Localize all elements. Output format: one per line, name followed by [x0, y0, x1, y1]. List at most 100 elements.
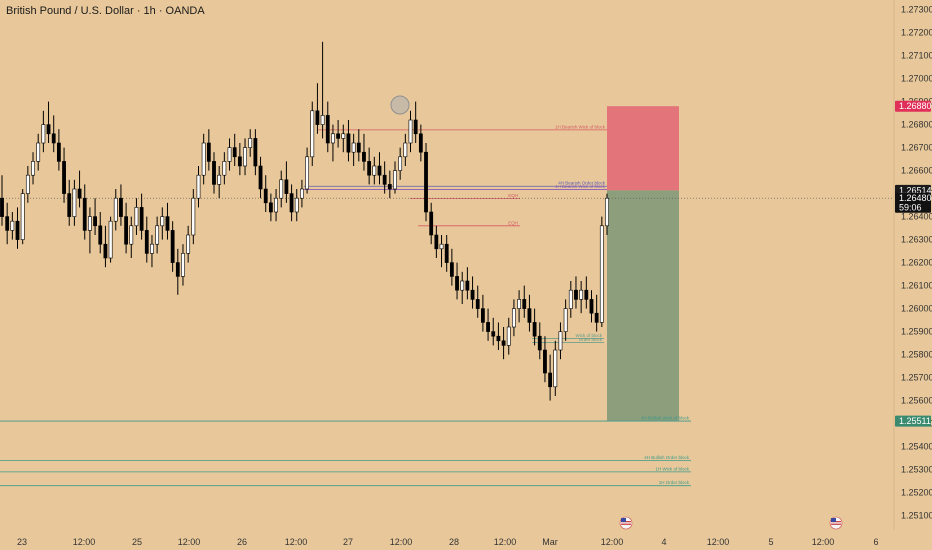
candle[interactable] — [331, 124, 335, 162]
candle[interactable] — [134, 198, 139, 235]
candle[interactable] — [424, 143, 428, 222]
candle[interactable] — [98, 212, 103, 254]
candle[interactable] — [72, 179, 77, 226]
candle[interactable] — [222, 152, 227, 185]
candle[interactable] — [243, 138, 247, 176]
candle[interactable] — [284, 161, 289, 203]
candle[interactable] — [434, 225, 439, 258]
candle[interactable] — [274, 189, 278, 222]
candle[interactable] — [418, 124, 423, 162]
candle[interactable] — [548, 354, 553, 401]
candle[interactable] — [377, 152, 382, 185]
candle[interactable] — [300, 179, 304, 208]
candle[interactable] — [217, 166, 222, 199]
candle[interactable] — [465, 267, 470, 300]
candle[interactable] — [155, 216, 160, 254]
candle[interactable] — [496, 322, 501, 350]
candle[interactable] — [584, 276, 589, 309]
candle[interactable] — [212, 152, 216, 194]
candle[interactable] — [589, 290, 594, 323]
candle[interactable] — [305, 147, 309, 194]
candle[interactable] — [129, 216, 134, 258]
candle[interactable] — [56, 129, 61, 171]
candle[interactable] — [393, 161, 397, 194]
candle[interactable] — [336, 120, 341, 148]
candle[interactable] — [0, 175, 4, 226]
candle[interactable] — [51, 115, 56, 153]
candle[interactable] — [77, 170, 82, 208]
candle[interactable] — [31, 152, 35, 185]
candle[interactable] — [268, 193, 273, 222]
candle[interactable] — [408, 110, 413, 153]
candle[interactable] — [82, 184, 87, 240]
candle[interactable] — [480, 294, 485, 332]
candle[interactable] — [294, 189, 299, 222]
candle[interactable] — [517, 290, 521, 323]
candle[interactable] — [139, 193, 144, 240]
candle[interactable] — [175, 248, 180, 295]
candle[interactable] — [325, 101, 330, 153]
candle[interactable] — [196, 166, 201, 208]
candle[interactable] — [310, 101, 315, 166]
candle[interactable] — [232, 133, 237, 166]
candle[interactable] — [455, 262, 459, 300]
candle[interactable] — [191, 189, 196, 245]
candle[interactable] — [25, 166, 30, 203]
candle[interactable] — [574, 276, 578, 309]
candle[interactable] — [103, 225, 108, 268]
candle[interactable] — [289, 184, 294, 222]
candle[interactable] — [532, 308, 537, 346]
candle[interactable] — [119, 184, 123, 226]
candle[interactable] — [460, 271, 465, 304]
candle[interactable] — [527, 294, 532, 332]
candle[interactable] — [170, 221, 175, 272]
candle[interactable] — [346, 120, 351, 162]
candle[interactable] — [108, 216, 113, 263]
candle[interactable] — [263, 175, 268, 212]
candle[interactable] — [320, 41, 325, 139]
candle[interactable] — [403, 133, 408, 166]
candle[interactable] — [367, 147, 372, 185]
candle[interactable] — [124, 202, 129, 254]
candle[interactable] — [279, 170, 284, 208]
candle[interactable] — [506, 317, 511, 355]
candle[interactable] — [248, 129, 253, 157]
candle[interactable] — [470, 276, 475, 309]
candle[interactable] — [36, 133, 41, 171]
candle[interactable] — [253, 129, 258, 176]
candle[interactable] — [475, 285, 480, 318]
candle[interactable] — [413, 101, 418, 143]
candle[interactable] — [93, 198, 97, 235]
candle[interactable] — [351, 133, 356, 166]
candle[interactable] — [20, 189, 25, 245]
candle[interactable] — [41, 110, 46, 153]
candle[interactable] — [449, 248, 454, 286]
candle[interactable] — [444, 235, 449, 272]
candle[interactable] — [605, 193, 609, 235]
candle[interactable] — [568, 281, 573, 318]
candle[interactable] — [67, 179, 72, 226]
candle[interactable] — [201, 133, 206, 185]
candle[interactable] — [62, 147, 66, 203]
candle[interactable] — [372, 156, 377, 185]
candle[interactable] — [356, 129, 361, 162]
candle[interactable] — [537, 322, 542, 360]
candle[interactable] — [594, 294, 599, 332]
candle[interactable] — [563, 299, 568, 341]
candle[interactable] — [113, 189, 118, 231]
candle[interactable] — [206, 129, 211, 171]
candle[interactable] — [429, 202, 434, 245]
candle[interactable] — [512, 299, 516, 337]
candle[interactable] — [486, 308, 490, 341]
candle[interactable] — [558, 322, 563, 360]
candle[interactable] — [186, 225, 191, 263]
candle[interactable] — [398, 147, 403, 180]
candle[interactable] — [181, 244, 185, 286]
candle[interactable] — [501, 327, 506, 360]
candle[interactable] — [579, 281, 584, 314]
candle[interactable] — [160, 207, 165, 240]
candle[interactable] — [165, 202, 170, 240]
candle[interactable] — [387, 170, 392, 199]
candle[interactable] — [362, 133, 366, 171]
